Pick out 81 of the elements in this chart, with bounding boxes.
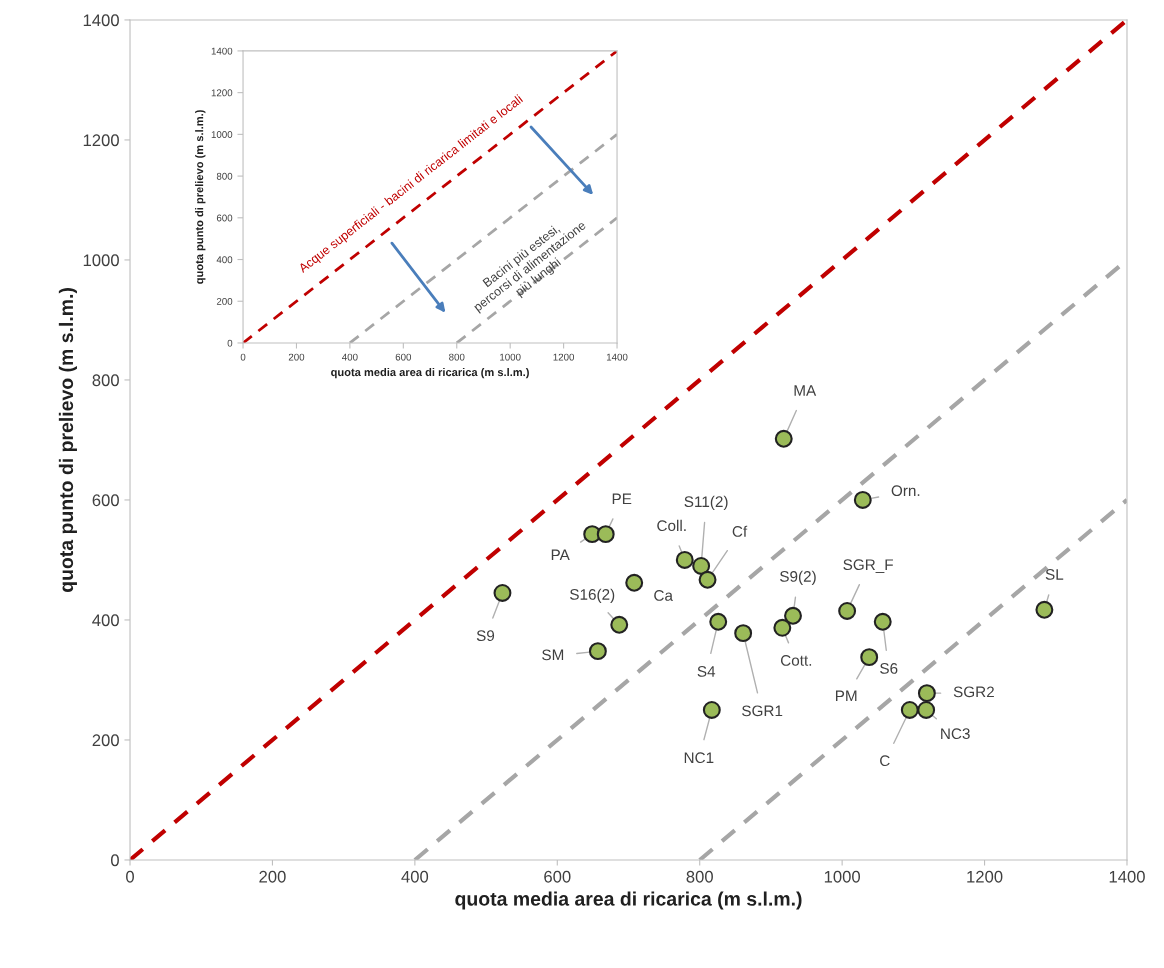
annotation: SGR_F: [843, 559, 893, 573]
annotation: SGR1: [742, 705, 783, 717]
point: [873, 612, 892, 631]
x-tick-label: 1000: [824, 870, 861, 883]
y-tick-label: 200: [92, 734, 119, 747]
point: [588, 642, 607, 661]
y-tick-label: 1200: [83, 134, 119, 147]
point: [860, 648, 879, 667]
x-tick-label: 200: [259, 870, 286, 883]
annotation: S11(2): [684, 495, 728, 511]
x-tick-label: 400: [401, 870, 429, 883]
annotation: S16(2): [570, 588, 615, 603]
point: [610, 615, 629, 634]
x-axis-title: quota media area di ricarica (m s.l.m.): [331, 368, 529, 379]
x-tick-label: 0: [240, 353, 246, 361]
point: [493, 584, 512, 602]
y-tick-label: 1000: [211, 131, 233, 138]
x-tick-label: 1400: [1109, 870, 1145, 883]
x-tick-label: 200: [288, 353, 305, 361]
y-tick-label: 1200: [211, 89, 233, 97]
annotation: PE: [612, 493, 632, 505]
annotation: SM: [542, 649, 564, 661]
annotation: Coll.: [657, 519, 686, 532]
x-axis-title: quota media area di ricarica (m s.l.m.): [455, 891, 802, 910]
x-tick-label: 1200: [967, 870, 1003, 883]
point: [784, 606, 802, 625]
x-tick-label: 1200: [553, 353, 575, 361]
point: [734, 624, 753, 643]
y-tick-label: 600: [216, 214, 233, 222]
y-tick-label: 1000: [83, 254, 119, 267]
point: [698, 570, 717, 589]
y-tick-label: 200: [216, 297, 233, 305]
x-tick-label: 600: [544, 870, 571, 883]
point: [774, 429, 793, 448]
point: [853, 491, 872, 509]
y-tick-label: 0: [227, 339, 233, 347]
x-tick-label: 1000: [500, 353, 521, 361]
y-axis-title: quota punto di prelievo (m s.l.m.): [195, 110, 206, 284]
y-tick-label: 1400: [83, 14, 119, 27]
point: [625, 573, 644, 592]
annotation: Cf: [732, 525, 748, 537]
annotation: Orn.: [891, 485, 920, 497]
point: [1035, 600, 1054, 619]
y-tick-label: 800: [92, 374, 119, 387]
annotation: NC1: [684, 752, 714, 764]
y-tick-label: 1400: [211, 47, 233, 55]
point: [838, 602, 857, 620]
annotation: PM: [835, 690, 857, 702]
annotation: S4: [697, 666, 716, 677]
point: [773, 618, 792, 637]
annotation: SL: [1045, 569, 1064, 580]
annotation: MA: [794, 385, 817, 396]
point: [675, 551, 694, 569]
point: [900, 701, 919, 719]
y-axis-title: quota punto di prelievo (m s.l.m.): [58, 288, 77, 593]
x-tick-label: 400: [342, 353, 358, 361]
annotation: S9: [476, 630, 495, 642]
x-tick-label: 800: [449, 353, 465, 361]
x-tick-label: 600: [395, 353, 412, 361]
point: [917, 701, 936, 719]
annotation: Ca: [654, 590, 673, 601]
annotation: PA: [551, 549, 570, 561]
annotation: Cott.: [780, 655, 812, 666]
point: [596, 525, 615, 544]
point: [917, 684, 936, 703]
y-tick-label: 0: [110, 854, 119, 867]
annotation: S9(2): [780, 570, 816, 585]
point: [702, 701, 721, 719]
annotation: C: [880, 755, 890, 767]
y-tick-label: 400: [216, 256, 233, 264]
point: [709, 612, 728, 631]
annotation: SGR2: [953, 686, 994, 698]
x-tick-label: 0: [126, 870, 134, 883]
x-tick-label: 1400: [606, 353, 628, 361]
point: [692, 557, 711, 575]
annotation: S6: [880, 663, 898, 674]
y-tick-label: 800: [216, 172, 233, 180]
x-tick-label: 800: [686, 870, 713, 883]
y-tick-label: 400: [92, 614, 119, 627]
annotation: NC3: [941, 728, 970, 740]
y-tick-label: 600: [92, 494, 119, 507]
